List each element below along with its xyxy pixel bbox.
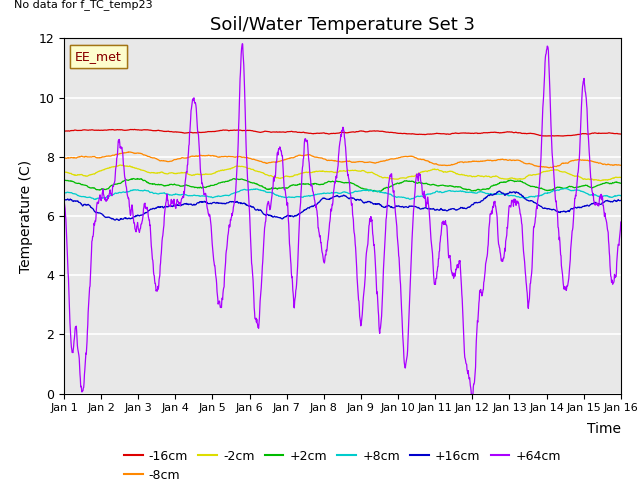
-8cm [318,156,326,161]
-16cm [617,131,625,137]
-16cm [297,130,305,135]
+2cm [297,181,305,187]
+16cm [617,198,625,204]
+64cm [239,41,246,47]
+8cm [60,190,68,195]
-8cm [103,153,111,159]
+8cm [318,191,326,196]
+8cm [378,189,385,195]
+64cm [103,197,111,203]
Line: -16cm: -16cm [64,130,621,136]
-8cm [308,153,316,159]
-16cm [103,127,111,133]
-8cm [126,149,134,155]
-8cm [124,149,132,155]
+2cm [103,186,111,192]
Line: +64cm: +64cm [64,44,621,398]
-2cm [597,178,605,184]
-8cm [617,162,625,168]
+8cm [308,193,316,199]
+16cm [60,197,68,203]
-16cm [126,127,134,132]
+2cm [130,176,138,181]
+64cm [318,250,326,255]
-8cm [546,165,554,171]
Text: No data for f_TC_temp23: No data for f_TC_temp23 [14,0,152,10]
-16cm [559,133,567,139]
+16cm [378,203,385,208]
Line: -2cm: -2cm [64,165,621,181]
-2cm [60,169,68,175]
Line: -8cm: -8cm [64,152,621,168]
-8cm [297,153,305,158]
+16cm [297,210,305,216]
+2cm [126,177,134,182]
+16cm [318,196,326,202]
Line: +8cm: +8cm [64,188,621,199]
-16cm [318,130,326,136]
+64cm [126,205,134,211]
Line: +16cm: +16cm [64,191,621,220]
Y-axis label: Temperature (C): Temperature (C) [19,159,33,273]
+64cm [60,200,68,206]
+64cm [297,200,305,205]
-16cm [131,127,138,132]
Legend: -16cm, -8cm, -2cm, +2cm, +8cm, +16cm, +64cm: -16cm, -8cm, -2cm, +2cm, +8cm, +16cm, +6… [119,444,566,480]
Line: +2cm: +2cm [64,179,621,192]
+2cm [617,180,625,186]
+8cm [297,194,305,200]
+2cm [374,189,381,195]
-2cm [116,162,124,168]
-2cm [318,168,326,174]
+64cm [378,318,385,324]
+16cm [126,216,134,221]
+2cm [60,178,68,183]
-2cm [617,175,625,180]
+16cm [308,204,316,210]
-8cm [60,155,68,161]
-16cm [60,128,68,134]
Text: Time: Time [587,422,621,436]
+2cm [318,181,326,187]
+64cm [308,183,316,189]
+2cm [308,181,316,187]
+8cm [617,193,625,199]
+16cm [103,215,111,220]
+8cm [126,188,134,194]
+16cm [115,217,122,223]
-2cm [103,166,111,171]
-2cm [308,169,316,175]
-2cm [378,174,385,180]
Title: Soil/Water Temperature Set 3: Soil/Water Temperature Set 3 [210,16,475,34]
-16cm [308,131,316,136]
+8cm [104,194,111,200]
+64cm [468,396,476,401]
-2cm [126,163,134,169]
+2cm [378,188,385,193]
-16cm [378,129,385,134]
+16cm [496,188,504,194]
+64cm [617,219,625,225]
+8cm [562,185,570,191]
+8cm [91,196,99,202]
-8cm [378,158,385,164]
-2cm [297,170,305,176]
